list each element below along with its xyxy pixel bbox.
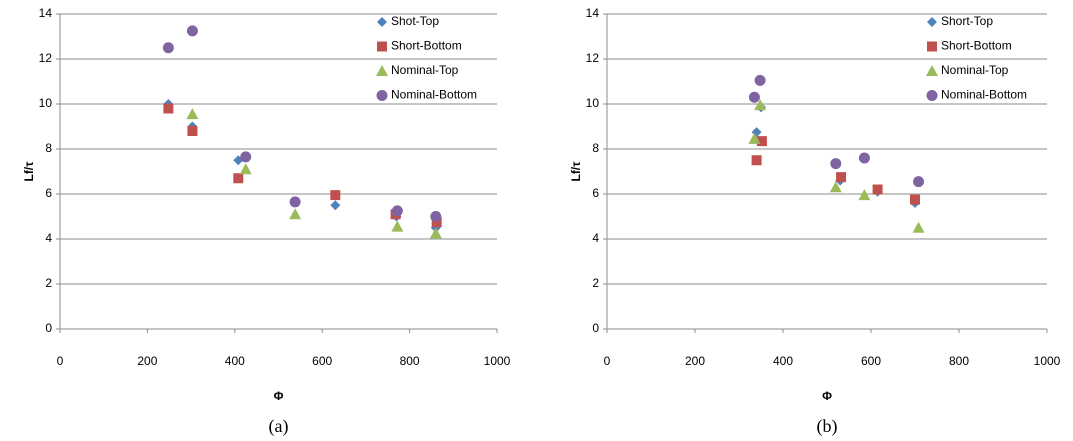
y-axis-label: Lf/τ	[569, 161, 583, 182]
data-point	[187, 126, 198, 136]
data-point	[872, 184, 883, 195]
x-tick-label: 600	[312, 354, 332, 368]
legend-swatch	[376, 90, 388, 101]
y-tick-label: 4	[45, 231, 52, 245]
legend-label: Nominal-Bottom	[391, 88, 477, 102]
data-point	[431, 217, 442, 228]
legend-label: Short-Bottom	[941, 39, 1012, 53]
legend-label: Nominal-Top	[941, 63, 1009, 77]
y-tick-label: 8	[592, 141, 599, 155]
data-point	[162, 42, 174, 54]
y-tick-label: 10	[586, 96, 600, 110]
data-point	[748, 91, 760, 103]
data-point	[240, 151, 252, 163]
x-tick-label: 0	[604, 354, 611, 368]
data-point	[239, 163, 252, 175]
y-tick-label: 2	[592, 276, 599, 290]
data-point	[754, 74, 766, 86]
x-tick-label: 400	[225, 354, 245, 368]
y-tick-label: 4	[592, 231, 599, 245]
x-tick-label: 200	[137, 354, 157, 368]
data-point	[163, 103, 174, 114]
data-point	[391, 205, 403, 217]
legend-label: Nominal-Top	[391, 63, 459, 77]
y-tick-label: 14	[39, 6, 53, 20]
y-tick-label: 12	[586, 51, 600, 65]
data-point	[233, 173, 244, 184]
data-point	[756, 136, 767, 147]
x-axis-label: Φ	[274, 389, 284, 403]
data-point	[829, 181, 842, 193]
data-point	[910, 194, 920, 205]
data-point	[858, 189, 871, 201]
legend-label: Shot-Top	[391, 14, 439, 28]
y-tick-label: 0	[592, 321, 599, 335]
y-axis-label: Lf/τ	[22, 161, 36, 182]
data-point	[330, 190, 341, 201]
data-point	[748, 132, 761, 144]
data-point	[429, 227, 442, 239]
data-point	[830, 158, 842, 170]
x-tick-label: 0	[57, 354, 64, 368]
x-tick-label: 1000	[484, 354, 511, 368]
x-tick-label: 800	[400, 354, 420, 368]
x-tick-label: 400	[773, 354, 793, 368]
y-tick-label: 2	[45, 276, 52, 290]
legend-swatch	[376, 65, 388, 76]
data-point	[912, 221, 925, 233]
data-point	[330, 200, 341, 211]
y-tick-label: 6	[45, 186, 52, 200]
legend-label: Short-Top	[941, 14, 993, 28]
x-tick-label: 800	[949, 354, 969, 368]
data-point	[751, 155, 762, 166]
legend-label: Short-Bottom	[391, 39, 462, 53]
data-point	[858, 152, 870, 164]
legend-swatch	[927, 41, 937, 52]
legend-swatch	[926, 65, 938, 76]
x-tick-label: 600	[861, 354, 881, 368]
data-point	[430, 211, 442, 222]
legend-swatch	[927, 17, 937, 27]
legend-label: Nominal-Bottom	[941, 88, 1027, 102]
y-tick-label: 0	[45, 321, 52, 335]
legend-swatch	[377, 41, 387, 52]
data-point	[186, 108, 199, 120]
x-tick-label: 1000	[1034, 354, 1061, 368]
y-tick-label: 6	[592, 186, 599, 200]
x-axis-label: Φ	[822, 389, 832, 403]
data-point	[391, 220, 404, 232]
caption: (b)	[817, 416, 838, 437]
x-tick-label: 200	[685, 354, 705, 368]
y-tick-label: 8	[45, 141, 52, 155]
data-point	[754, 99, 767, 111]
legend-swatch	[377, 17, 387, 27]
y-tick-label: 14	[586, 6, 600, 20]
legend-swatch	[926, 90, 938, 101]
y-tick-label: 10	[39, 96, 53, 110]
data-point	[289, 208, 302, 220]
data-point	[836, 172, 847, 183]
data-point	[186, 25, 198, 37]
data-point	[289, 196, 301, 208]
caption: (a)	[269, 416, 289, 437]
data-point	[913, 176, 925, 188]
y-tick-label: 12	[39, 51, 53, 65]
